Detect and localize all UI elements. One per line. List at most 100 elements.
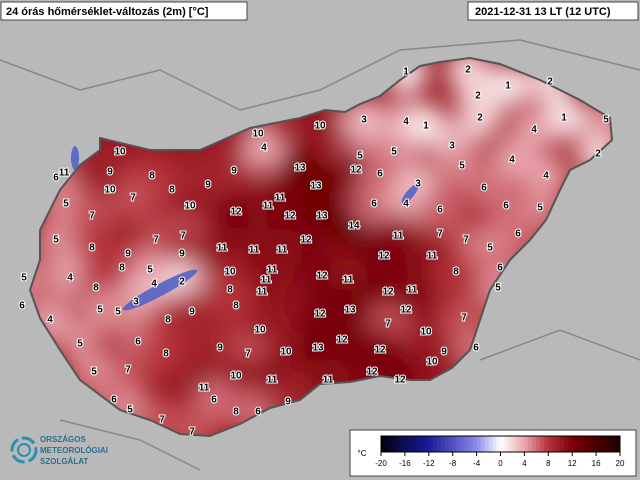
lake (401, 184, 419, 204)
title: 24 órás hőmérséklet-változás (2m) [°C] (6, 6, 209, 18)
station-value: 4 (67, 273, 73, 284)
station-value: 4 (543, 171, 549, 182)
station-value: 2 (475, 91, 481, 102)
station-value: 5 (63, 199, 69, 210)
station-value: 2 (595, 149, 601, 160)
station-value: 8 (227, 285, 233, 296)
colorbar-tick-label: 8 (546, 459, 551, 468)
station-value: 6 (53, 173, 59, 184)
station-value: 4 (531, 125, 537, 136)
station-value: 13 (310, 181, 322, 192)
station-value: 5 (357, 151, 363, 162)
colorbar-segment (476, 436, 482, 452)
colorbar-segment (616, 436, 621, 452)
colorbar-segment (400, 436, 406, 452)
station-value: 5 (21, 273, 27, 284)
station-value: 11 (199, 383, 210, 394)
station-value: 5 (603, 115, 609, 126)
colorbar-segment (548, 436, 553, 452)
station-value: 5 (495, 283, 501, 294)
colorbar-segment (396, 436, 402, 452)
station-value: 12 (366, 367, 378, 378)
station-value: 10 (104, 185, 116, 196)
station-value: 2 (179, 277, 185, 288)
borders (0, 39, 640, 471)
station-value: 9 (285, 397, 291, 408)
station-value: 7 (180, 231, 186, 242)
colorbar-segment (592, 436, 597, 452)
station-value: 12 (314, 309, 326, 320)
colorbar-segment (496, 436, 501, 452)
colorbar-tick-label: 16 (592, 459, 601, 468)
colorbar-segment (604, 436, 609, 452)
station-value: 6 (19, 301, 25, 312)
station-value: 12 (284, 211, 296, 222)
station-value: 5 (91, 367, 97, 378)
colorbar-segment (600, 436, 605, 452)
station-value: 5 (53, 235, 59, 246)
colorbar-segment (516, 436, 521, 452)
station-value: 1 (403, 67, 409, 78)
colorbar-segment (408, 436, 414, 452)
colorbar-segment (428, 436, 434, 452)
colorbar-segment (560, 436, 565, 452)
colorbar-segment (381, 436, 386, 452)
station-value: 7 (461, 313, 467, 324)
colorbar-segment (588, 436, 593, 452)
station-value: 8 (233, 407, 239, 418)
field-sample (242, 126, 286, 170)
station-value: 12 (394, 375, 406, 386)
station-value: 5 (487, 243, 493, 254)
colorbar-segment (452, 436, 458, 452)
colorbar-segment (580, 436, 585, 452)
station-value: 4 (509, 155, 515, 166)
station-value: 11 (249, 245, 260, 256)
colorbar-segment (484, 436, 490, 452)
colorbar-segment (432, 436, 438, 452)
colorbar-segment (540, 436, 545, 452)
station-value: 10 (254, 325, 266, 336)
field-sample (352, 182, 396, 226)
station-value: 6 (111, 395, 117, 406)
station-value: 2 (465, 65, 471, 76)
colorbar-segment (388, 436, 394, 452)
station-value: 12 (400, 305, 412, 316)
colorbar-segment (464, 436, 470, 452)
station-value: 10 (252, 129, 264, 140)
field-sample (144, 332, 188, 376)
colorbar-segment (444, 436, 450, 452)
station-value: 6 (371, 199, 377, 210)
colorbar-segment (420, 436, 426, 452)
colorbar-segment (492, 436, 498, 452)
colorbar-segment (596, 436, 601, 452)
station-value: 12 (230, 207, 242, 218)
colorbar-segment (564, 436, 569, 452)
field-sample (342, 98, 386, 142)
station-value: 3 (361, 115, 367, 126)
logo: ORSZÁGOS METEOROLÓGIAI SZOLGÁLAT (10, 435, 108, 466)
station-value: 12 (374, 345, 386, 356)
timestamp: 2021-12-31 13 LT (12 UTC) (475, 6, 611, 18)
logo-mark (17, 443, 31, 457)
station-value: 11 (275, 193, 286, 204)
colorbar-segment (488, 436, 494, 452)
title-box (0, 1, 248, 21)
colorbar-tick-label: -12 (423, 459, 435, 468)
colorbar-unit: °C (358, 449, 367, 458)
field-sample (170, 410, 214, 436)
station-value: 7 (463, 235, 469, 246)
station-value: 6 (497, 263, 503, 274)
colorbar-tick-label: 4 (522, 459, 527, 468)
station-value: 11 (267, 265, 278, 276)
colorbar-segment (416, 436, 422, 452)
station-value: 6 (437, 205, 443, 216)
colorbar-tick-label: -8 (449, 459, 457, 468)
field-sample (458, 96, 502, 140)
station-value: 8 (149, 171, 155, 182)
station-value: 7 (153, 235, 159, 246)
station-value: 11 (427, 251, 438, 262)
station-value: 7 (130, 193, 136, 204)
colorbar-segment (576, 436, 581, 452)
station-value: 8 (169, 185, 175, 196)
stations: 1011691088577991041012111113131035125612… (18, 64, 610, 439)
